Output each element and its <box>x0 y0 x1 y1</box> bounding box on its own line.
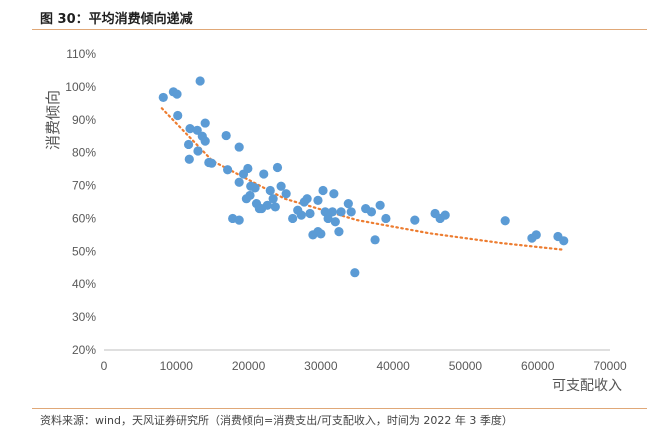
data-point <box>327 207 338 217</box>
y-tick-label: 30% <box>72 310 96 324</box>
data-point <box>330 217 340 227</box>
data-point <box>193 146 203 156</box>
y-tick-label: 90% <box>72 113 96 127</box>
data-point <box>272 162 283 173</box>
y-axis-label: 消费倾向 <box>45 90 62 150</box>
data-point <box>288 213 298 224</box>
data-point <box>375 200 385 210</box>
y-tick-label: 60% <box>72 211 96 225</box>
trendline-path <box>160 107 565 251</box>
data-point <box>350 268 360 278</box>
x-tick-label: 50000 <box>449 359 483 373</box>
data-point <box>234 177 244 187</box>
data-point <box>500 216 510 226</box>
data-point <box>329 189 339 199</box>
data-point <box>173 110 183 121</box>
data-point <box>200 118 210 128</box>
data-point <box>223 165 233 175</box>
data-point <box>256 203 267 214</box>
data-point <box>241 194 252 204</box>
data-point <box>296 210 306 220</box>
y-tick-label: 110% <box>66 47 96 61</box>
data-point <box>185 124 195 134</box>
y-tick-label: 100% <box>65 80 96 94</box>
x-tick-label: 40000 <box>376 359 410 373</box>
x-tick-label: 20000 <box>232 359 266 373</box>
data-point <box>302 194 312 204</box>
data-point <box>559 236 569 246</box>
trendline <box>160 107 565 251</box>
data-point <box>270 202 280 212</box>
data-point <box>440 210 450 220</box>
data-point <box>234 215 244 225</box>
x-tick-labels: 0 10000 20000 30000 40000 50000 60000 70000 <box>101 359 627 373</box>
data-point <box>265 185 275 196</box>
y-tick-labels: 20% 30% 40% 50% 60% 70% 80% 90% 100% 110% <box>65 47 96 357</box>
y-tick-label: 40% <box>72 277 96 291</box>
data-point <box>381 213 391 224</box>
data-point <box>200 136 210 146</box>
source-divider <box>32 408 647 409</box>
data-point <box>361 203 371 214</box>
data-point <box>346 207 356 217</box>
x-tick-label: 30000 <box>304 359 338 373</box>
data-point <box>318 185 328 196</box>
data-point <box>334 227 344 237</box>
data-point <box>259 169 269 179</box>
data-point <box>410 215 420 225</box>
y-tick-label: 50% <box>72 244 96 258</box>
data-point <box>313 195 323 205</box>
data-point <box>281 189 291 199</box>
source-note: 资料来源：wind，天风证券研究所（消费倾向=消费支出/可支配收入，时间为 20… <box>40 414 513 427</box>
y-tick-label: 20% <box>72 343 96 357</box>
data-point <box>172 89 182 99</box>
data-point <box>243 163 253 174</box>
data-point <box>323 213 333 224</box>
x-axis-label: 可支配收入 <box>552 377 622 393</box>
data-points <box>158 76 569 278</box>
y-tick-label: 80% <box>72 146 96 160</box>
data-point <box>305 208 315 219</box>
data-point <box>221 130 231 141</box>
y-tick-label: 70% <box>72 179 96 193</box>
data-point <box>250 183 260 193</box>
data-point <box>336 207 346 217</box>
data-point <box>370 235 380 245</box>
data-point <box>316 229 326 239</box>
data-point <box>183 139 194 150</box>
data-point <box>158 92 168 103</box>
data-point <box>531 230 541 240</box>
x-tick-label: 10000 <box>160 359 194 373</box>
title-divider <box>32 29 647 30</box>
data-point <box>207 158 217 168</box>
x-tick-label: 0 <box>101 359 108 373</box>
x-tick-label: 60000 <box>521 359 555 373</box>
data-point <box>234 142 244 152</box>
data-point <box>343 199 353 209</box>
x-tick-label: 70000 <box>593 359 627 373</box>
scatter-chart: 消费倾向 可支配收入 20% 30% 40% 50% 60% 70% 80% 90% 100% 1… <box>45 47 627 393</box>
data-point <box>195 76 205 86</box>
figure-title: 图 30：平均消费倾向递减 <box>40 12 193 27</box>
data-point <box>276 181 286 191</box>
data-point <box>268 194 278 204</box>
data-point <box>184 154 194 164</box>
